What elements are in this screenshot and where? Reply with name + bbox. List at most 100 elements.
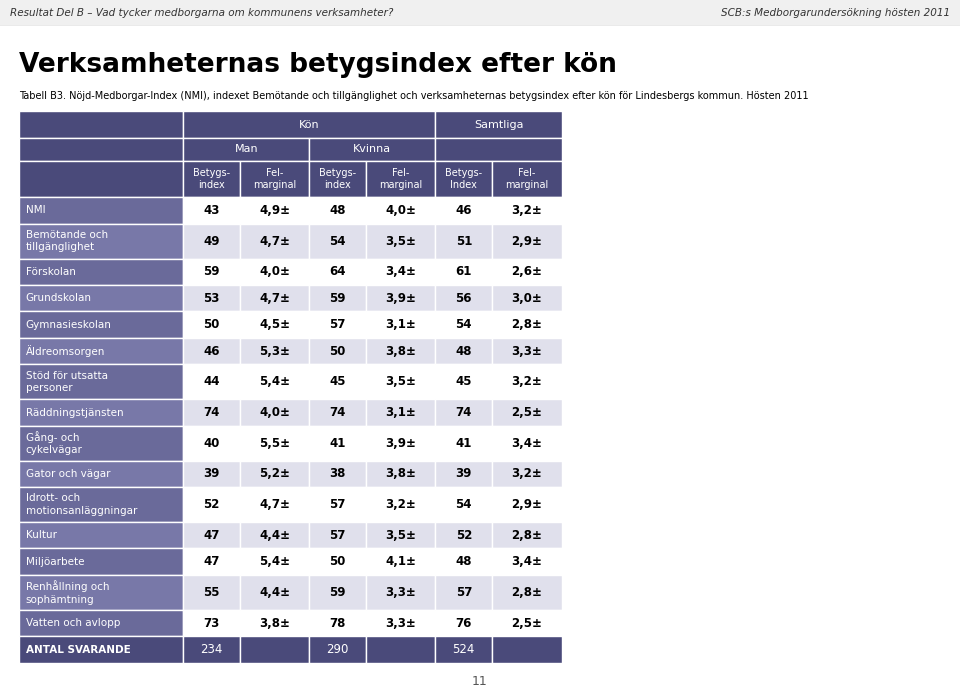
Bar	[240, 160, 309, 197]
Bar	[492, 575, 562, 610]
Bar	[19, 197, 183, 223]
Text: 4,5±: 4,5±	[259, 318, 290, 331]
Text: 5,4±: 5,4±	[259, 555, 290, 568]
Bar	[366, 399, 436, 425]
Bar	[240, 487, 309, 522]
Bar	[366, 285, 436, 312]
Bar	[436, 138, 562, 160]
Text: 3,9±: 3,9±	[385, 437, 417, 450]
Text: Fel-
marginal: Fel- marginal	[505, 168, 548, 190]
Bar	[309, 399, 366, 425]
Text: 50: 50	[329, 345, 346, 357]
Bar	[366, 338, 436, 364]
Text: 3,1±: 3,1±	[385, 318, 416, 331]
Bar	[309, 487, 366, 522]
Text: 3,9±: 3,9±	[385, 291, 417, 305]
Text: 55: 55	[204, 586, 220, 599]
Text: SCB:s Medborgarundersökning hösten 2011: SCB:s Medborgarundersökning hösten 2011	[721, 8, 950, 18]
Bar	[309, 610, 366, 636]
Text: 50: 50	[204, 318, 220, 331]
Bar	[309, 197, 366, 223]
Bar	[183, 487, 240, 522]
Bar	[19, 285, 183, 312]
Text: Miljöarbete: Miljöarbete	[26, 557, 84, 567]
Text: Kvinna: Kvinna	[353, 144, 392, 154]
Bar	[19, 636, 183, 663]
Bar	[240, 197, 309, 223]
Bar	[240, 636, 309, 663]
Text: Samtliga: Samtliga	[474, 119, 523, 130]
Text: 4,0±: 4,0±	[259, 265, 290, 278]
Text: Idrott- och
motionsanläggningar: Idrott- och motionsanläggningar	[26, 493, 137, 516]
Text: Gång- och
cykelvägar: Gång- och cykelvägar	[26, 431, 83, 455]
Bar	[183, 285, 240, 312]
Bar	[436, 522, 492, 548]
Text: 2,5±: 2,5±	[512, 616, 542, 629]
Text: Äldreomsorgen: Äldreomsorgen	[26, 345, 105, 357]
Text: 39: 39	[204, 467, 220, 480]
Bar	[240, 338, 309, 364]
Bar	[240, 575, 309, 610]
Text: Kultur: Kultur	[26, 530, 57, 540]
Bar	[436, 285, 492, 312]
Text: 234: 234	[201, 643, 223, 656]
Bar	[309, 425, 366, 461]
Text: 290: 290	[326, 643, 348, 656]
Bar	[366, 487, 436, 522]
Bar	[19, 487, 183, 522]
Text: 74: 74	[329, 406, 346, 419]
Bar	[19, 425, 183, 461]
Text: ANTAL SVARANDE: ANTAL SVARANDE	[26, 645, 131, 654]
Bar	[240, 285, 309, 312]
Text: Förskolan: Förskolan	[26, 266, 76, 277]
Bar	[240, 425, 309, 461]
Text: Kön: Kön	[300, 119, 320, 130]
Bar	[436, 312, 492, 338]
Bar	[366, 197, 436, 223]
Text: 43: 43	[204, 204, 220, 217]
Text: 3,5±: 3,5±	[385, 529, 417, 542]
Text: 74: 74	[204, 406, 220, 419]
Text: 3,3±: 3,3±	[512, 345, 542, 357]
Bar	[19, 364, 183, 399]
Text: 54: 54	[456, 498, 472, 511]
Text: Fel-
marginal: Fel- marginal	[379, 168, 422, 190]
Text: 76: 76	[456, 616, 472, 629]
Bar	[19, 138, 183, 160]
Text: 3,2±: 3,2±	[512, 204, 542, 217]
Bar	[492, 461, 562, 487]
Bar	[309, 461, 366, 487]
Bar	[183, 160, 240, 197]
Text: 2,5±: 2,5±	[512, 406, 542, 419]
Text: 40: 40	[204, 437, 220, 450]
Text: 3,4±: 3,4±	[512, 555, 542, 568]
Text: 78: 78	[329, 616, 346, 629]
Bar	[183, 548, 240, 575]
Text: 4,9±: 4,9±	[259, 204, 290, 217]
Bar	[492, 425, 562, 461]
Text: 45: 45	[329, 375, 346, 389]
Bar	[492, 610, 562, 636]
Text: Grundskolan: Grundskolan	[26, 294, 92, 303]
Bar	[309, 312, 366, 338]
Bar	[436, 425, 492, 461]
Bar	[183, 338, 240, 364]
Text: 49: 49	[204, 235, 220, 248]
Bar	[183, 425, 240, 461]
Text: 3,2±: 3,2±	[512, 375, 542, 389]
Bar	[19, 548, 183, 575]
Text: NMI: NMI	[26, 205, 45, 215]
Text: 3,5±: 3,5±	[385, 235, 417, 248]
Bar	[366, 461, 436, 487]
Text: 2,8±: 2,8±	[512, 586, 542, 599]
Text: 3,0±: 3,0±	[512, 291, 542, 305]
Text: 4,7±: 4,7±	[259, 291, 290, 305]
Text: 50: 50	[329, 555, 346, 568]
Bar	[436, 461, 492, 487]
Text: 52: 52	[204, 498, 220, 511]
Text: 47: 47	[204, 529, 220, 542]
Bar	[240, 259, 309, 285]
Bar	[366, 522, 436, 548]
Text: 2,8±: 2,8±	[512, 529, 542, 542]
Text: Vatten och avlopp: Vatten och avlopp	[26, 618, 120, 628]
